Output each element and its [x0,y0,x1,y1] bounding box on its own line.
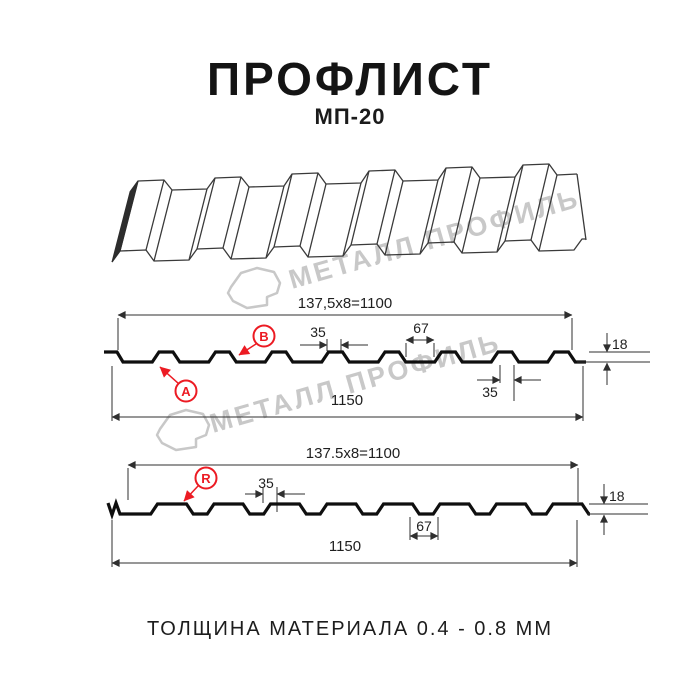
dim-rib-spacing: 67 [413,320,429,336]
marker-r-letter: R [201,471,211,486]
view-marker-r: R [183,466,218,502]
page-title: ПРОФЛИСТ [207,53,493,105]
dim-rib-top-width: 35 [310,324,326,340]
view-marker-b: B [238,324,276,356]
marker-b-letter: B [259,329,268,344]
sheet-far-edge [129,163,578,193]
watermark-logo-icon [155,266,282,452]
watermark-text: МЕТАЛЛ ПРОФИЛЬ [285,183,583,295]
profile-outline-bottom [106,498,591,521]
dim-height-top: 18 [612,336,628,352]
profile-top-view: 137,5x8=1100 35 67 18 35 [104,295,650,421]
page-subtitle: МП-20 [314,104,386,129]
dim-valley-top-width: 67 [416,518,432,534]
dim-valley-bottom-width: 35 [258,475,274,491]
view-marker-a: A [159,366,198,403]
dim-overall-width-top: 1150 [331,392,363,409]
profile-outline-top [104,350,586,364]
marker-a-letter: A [181,384,191,399]
material-thickness-caption: ТОЛЩИНА МАТЕРИАЛА 0.4 - 0.8 ММ [146,618,553,640]
sheet-3d-drawing [111,163,587,263]
dim-pitch-top: 137,5x8=1100 [298,295,392,312]
dim-rib-bottom-width: 35 [482,384,498,400]
dim-height-bottom: 18 [609,488,625,504]
profile-bottom-view: 137.5x8=1100 35 67 18 1150 [106,445,648,567]
dim-pitch-bottom: 137.5x8=1100 [306,445,400,462]
sheet-cut-edge [111,180,139,263]
watermark-text: МЕТАЛЛ ПРОФИЛЬ [206,327,504,439]
dim-overall-width-bottom: 1150 [329,538,361,555]
